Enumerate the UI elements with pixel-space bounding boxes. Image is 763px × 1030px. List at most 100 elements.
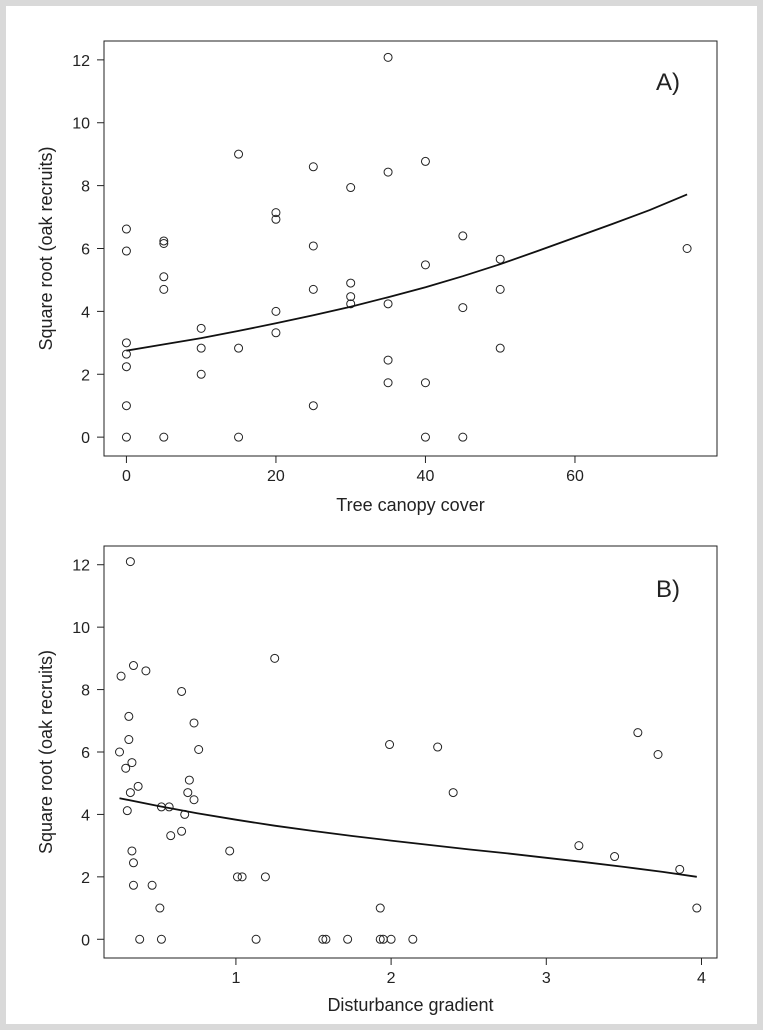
y-tick-label: 0: [81, 430, 90, 447]
data-point: [346, 292, 356, 302]
data-point: [234, 343, 244, 353]
panel-a-chart: 0 20 40 60 0 2 4 6 8 10 12 Tree canopy cover Square …: [36, 40, 718, 515]
data-point: [420, 432, 430, 442]
data-point: [251, 934, 261, 944]
panel-label: B): [656, 576, 680, 603]
data-point: [383, 378, 393, 388]
data-point: [495, 254, 505, 264]
data-point: [128, 858, 138, 868]
y-tick-label: 4: [81, 807, 90, 824]
data-point: [177, 826, 187, 836]
data-point: [125, 557, 135, 567]
data-point: [141, 666, 151, 676]
data-point: [121, 338, 131, 348]
data-point: [159, 284, 169, 294]
data-point: [128, 661, 138, 671]
y-tick-label: 8: [81, 683, 90, 700]
panel-label: A): [656, 69, 680, 96]
data-point: [308, 162, 318, 172]
y-tick-label: 6: [81, 745, 90, 762]
data-point: [308, 241, 318, 251]
data-point: [321, 934, 331, 944]
data-point: [189, 795, 199, 805]
data-point: [127, 758, 137, 768]
plot-area-frame: [103, 40, 718, 457]
data-point: [159, 432, 169, 442]
y-tick-label: 12: [72, 558, 90, 575]
y-tick-label: 10: [72, 620, 90, 637]
data-point: [346, 183, 356, 193]
data-point: [159, 236, 169, 246]
data-point: [133, 781, 143, 791]
data-point: [184, 775, 194, 785]
data-point: [271, 208, 281, 218]
data-point: [692, 903, 702, 913]
data-point: [135, 934, 145, 944]
data-point: [147, 880, 157, 890]
y-tick-label: 2: [81, 367, 90, 384]
data-point: [308, 284, 318, 294]
data-point: [610, 852, 620, 862]
data-point: [196, 369, 206, 379]
data-point: [682, 244, 692, 253]
data-point: [127, 846, 137, 856]
y-axis-label: Square root (oak recruits): [36, 146, 56, 350]
figure-frame: 0 20 40 60 0 2 4 6 8 10 12 Tree canopy cover Square …: [6, 6, 757, 1024]
data-point: [189, 718, 199, 728]
data-point: [346, 299, 356, 309]
data-point: [124, 735, 134, 745]
data-point: [270, 653, 280, 663]
data-point: [375, 934, 385, 944]
y-tick-label: 0: [81, 932, 90, 949]
x-tick-label: 20: [267, 468, 285, 485]
data-point: [232, 872, 242, 882]
data-point: [124, 711, 134, 721]
data-point: [271, 306, 281, 316]
data-point: [121, 763, 131, 773]
data-point: [458, 303, 468, 313]
data-point: [128, 880, 138, 890]
data-point: [386, 934, 396, 944]
data-point: [383, 299, 393, 309]
data-point: [121, 349, 131, 359]
data-point: [156, 934, 166, 944]
data-point: [234, 149, 244, 159]
x-tick-label: 2: [387, 970, 396, 987]
data-point: [196, 323, 206, 333]
data-point: [183, 788, 193, 798]
data-point: [125, 788, 135, 798]
data-point: [375, 903, 385, 913]
data-point: [408, 934, 418, 944]
data-point: [346, 278, 356, 288]
data-point: [121, 246, 131, 256]
data-point: [318, 934, 328, 944]
y-tick-label: 4: [81, 304, 90, 321]
data-point: [122, 806, 132, 816]
data-point: [159, 272, 169, 282]
data-point: [121, 401, 131, 411]
y-tick-label: 10: [72, 116, 90, 133]
data-point: [383, 167, 393, 177]
x-axis-label: Disturbance gradient: [327, 995, 493, 1015]
data-point: [166, 831, 176, 841]
data-point: [458, 231, 468, 241]
data-point: [383, 52, 393, 62]
data-point: [420, 378, 430, 388]
data-point: [177, 686, 187, 696]
data-point: [448, 788, 458, 798]
data-point: [343, 934, 353, 944]
x-tick-label: 4: [697, 970, 706, 987]
data-point: [121, 362, 131, 372]
data-point: [271, 328, 281, 338]
data-point: [574, 841, 584, 851]
data-point: [116, 671, 126, 681]
data-point: [159, 238, 169, 248]
data-point: [420, 260, 430, 270]
data-point: [495, 284, 505, 294]
y-tick-label: 6: [81, 242, 90, 259]
x-tick-label: 3: [542, 970, 551, 987]
data-point: [196, 343, 206, 353]
data-point: [458, 432, 468, 442]
